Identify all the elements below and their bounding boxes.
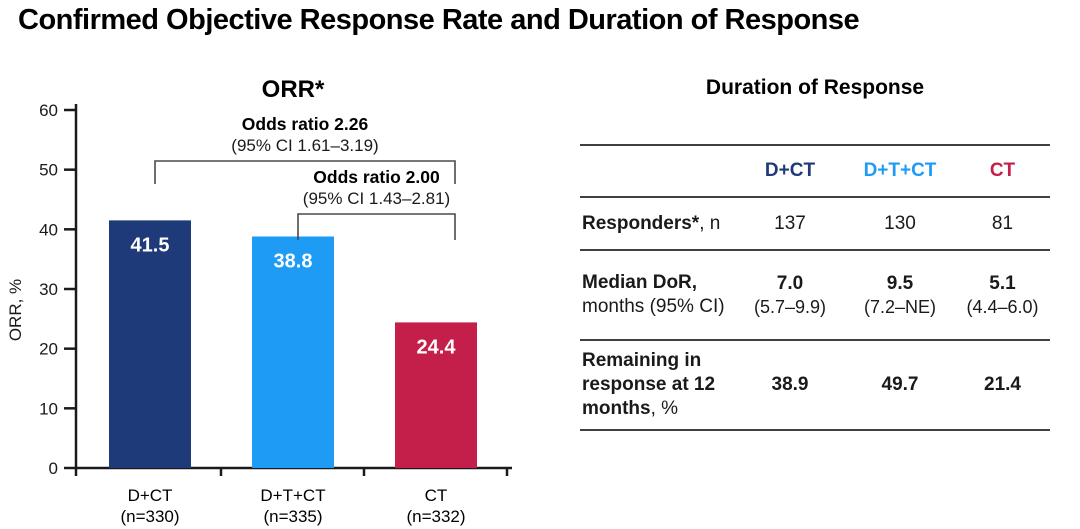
- bar-value-label: 41.5: [131, 234, 170, 256]
- x-tick-label: D+CT: [128, 486, 173, 505]
- y-tick-label: 60: [39, 101, 58, 120]
- y-tick-label: 40: [39, 220, 58, 239]
- odds-ratio-bracket: [297, 213, 456, 240]
- dor-title: Duration of Response: [705, 76, 925, 99]
- median-value-dct: 7.0 (5.7–9.9): [735, 250, 845, 340]
- median-value-ct-main: 5.1: [989, 272, 1016, 294]
- responders-label-bold: Responders*: [582, 212, 700, 234]
- median-label-bold: Median DoR,: [582, 272, 698, 294]
- responders-value-dct: 137: [774, 212, 806, 234]
- y-axis-label: ORR, %: [6, 279, 25, 341]
- median-value-dtct-main: 9.5: [886, 272, 914, 294]
- remaining-row-label: Remaining in response at 12 months, %: [580, 340, 735, 430]
- dor-header-empty: [580, 145, 735, 197]
- y-tick-label: 20: [39, 340, 58, 359]
- responders-row-label: Responders*, n: [580, 197, 735, 250]
- page-title: Confirmed Objective Response Rate and Du…: [18, 4, 860, 36]
- median-label-rest: months (95% CI): [582, 296, 725, 317]
- y-tick-label: 30: [39, 280, 58, 299]
- remaining-label-bold: Remaining in response at 12 months: [582, 350, 716, 419]
- y-tick-label: 10: [39, 399, 58, 418]
- bar-d-ct: [109, 220, 191, 468]
- odds-ratio-bracket: [154, 160, 456, 184]
- bar-ct: [395, 322, 477, 468]
- median-value-ct: 5.1 (4.4–6.0): [955, 250, 1050, 340]
- odds-ratio-ci-label: (95% CI 1.43–2.81): [303, 189, 450, 208]
- odds-ratio-label: Odds ratio 2.00: [313, 167, 440, 187]
- x-tick-sublabel: (n=330): [120, 507, 179, 526]
- remaining-value-ct: 21.4: [984, 374, 1021, 396]
- median-value-dct-ci: (5.7–9.9): [753, 296, 827, 317]
- remaining-value-dct: 38.9: [771, 374, 809, 396]
- dor-header-dct: D+CT: [735, 145, 845, 197]
- dor-header-dct-label: D+CT: [764, 160, 816, 182]
- dor-header-dtct: D+T+CT: [845, 145, 955, 197]
- odds-ratio-ci-label: (95% CI 1.61–3.19): [231, 136, 378, 155]
- responders-label-rest: , n: [699, 212, 721, 234]
- median-value-dtct: 9.5 (7.2–NE): [845, 250, 955, 340]
- y-tick-label: 0: [49, 459, 58, 478]
- dor-header-dtct-label: D+T+CT: [863, 160, 937, 182]
- dor-header-row: D+CT D+T+CT CT: [580, 145, 1050, 197]
- dor-row-responders: Responders*, n 137 130 81: [580, 197, 1050, 250]
- median-row-label: Median DoR, months (95% CI): [580, 250, 735, 340]
- dor-table: D+CT D+T+CT CT Responders*, n 137 1: [580, 144, 1050, 431]
- dor-header-ct-label: CT: [989, 160, 1016, 182]
- bar-d-t-ct: [252, 236, 334, 468]
- dor-panel: Duration of Response D+CT D+T+CT CT: [580, 76, 1050, 431]
- bar-value-label: 38.8: [274, 250, 313, 272]
- orr-chart-panel: ORR* ORR, % 0 10 20 30 40 50 60 41.5 D+CT (n=330) 38…: [0, 60, 540, 529]
- median-value-dct-main: 7.0: [776, 272, 804, 294]
- y-tick-label: 50: [39, 161, 58, 180]
- orr-bar-chart: ORR* ORR, % 0 10 20 30 40 50 60 41.5 D+CT (n=330) 38…: [6, 76, 512, 526]
- dor-row-remaining: Remaining in response at 12 months, % 38…: [580, 340, 1050, 430]
- responders-value-dtct: 130: [884, 212, 916, 234]
- odds-ratio-label: Odds ratio 2.26: [242, 114, 369, 134]
- remaining-value-dtct: 49.7: [881, 374, 919, 396]
- remaining-label-rest: , %: [650, 397, 679, 419]
- dor-row-median: Median DoR, months (95% CI) 7.0 (5.7–9.9…: [580, 250, 1050, 340]
- x-tick-sublabel: (n=335): [263, 507, 322, 526]
- x-tick-label: D+T+CT: [260, 486, 325, 505]
- responders-value-ct: 81: [991, 212, 1014, 234]
- chart-title: ORR*: [262, 76, 325, 103]
- dor-header-ct: CT: [955, 145, 1050, 197]
- median-value-ct-ci: (4.4–6.0): [966, 296, 1039, 317]
- x-tick-label: CT: [425, 486, 448, 505]
- median-value-dtct-ci: (7.2–NE): [863, 296, 937, 317]
- bar-value-label: 24.4: [417, 336, 457, 358]
- x-tick-sublabel: (n=332): [406, 507, 465, 526]
